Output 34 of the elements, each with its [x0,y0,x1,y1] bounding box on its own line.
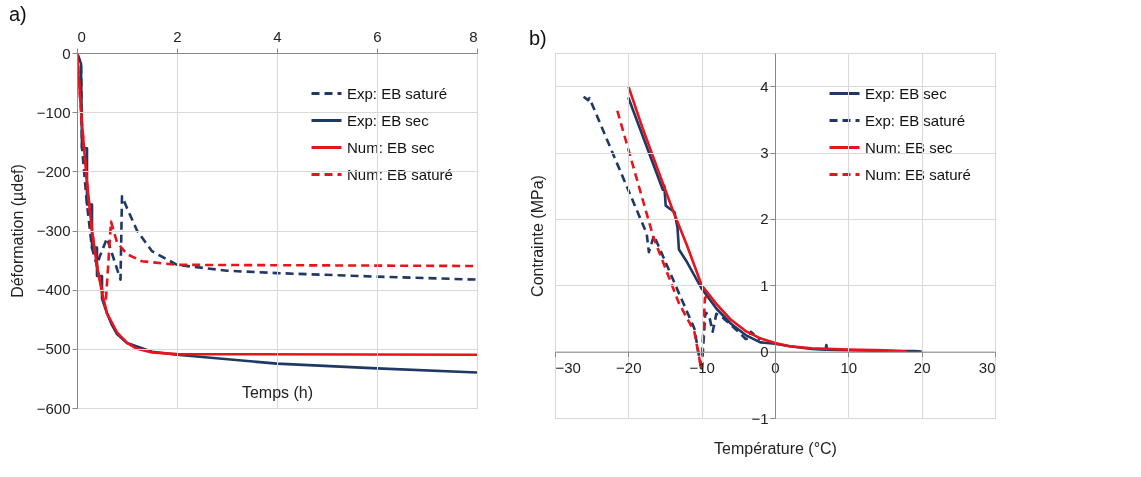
legend-label: Exp: EB saturé [865,111,966,129]
x-tick-label: 6 [373,27,382,45]
x-tick-label: 30 [978,359,996,377]
x-tick-label: −30 [555,359,581,377]
y-axis-title: Contrainte (MPa) [528,175,546,297]
y-tick-label: 3 [760,144,769,162]
y-tick-label: −500 [36,340,71,358]
chart-title: a) [9,3,27,25]
y-tick-label: −1 [751,409,769,427]
y-tick-label: −300 [36,222,71,239]
y-tick-label: 0 [760,343,769,361]
y-tick-label: 0 [62,44,71,62]
y-tick-label: −100 [36,103,71,121]
x-axis-title: Temps (h) [241,383,314,401]
y-tick-label: 2 [760,210,769,228]
legend-label: Exp: EB saturé [347,84,448,102]
legend-label: Exp: EB sec [865,84,948,102]
x-tick-label: −20 [616,359,642,377]
x-tick-label: 20 [913,359,931,377]
y-tick-label: 4 [760,77,769,95]
x-tick-label: 2 [173,27,182,45]
x-tick-label: 0 [77,27,86,45]
x-tick-label: 10 [840,359,858,377]
y-axis-title: Déformation (µdef) [8,164,26,298]
x-axis-title: Température (°C) [714,439,837,457]
y-tick-label: −400 [36,281,71,299]
y-tick-label: 1 [760,276,769,294]
chart-title: b) [529,27,547,49]
x-tick-label: 8 [469,27,478,45]
y-tick-label: −200 [36,162,71,180]
x-tick-label: 4 [273,27,282,45]
legend-label: Exp: EB sec [347,111,430,129]
y-tick-label: −600 [36,399,71,417]
x-tick-label: −10 [689,359,715,377]
